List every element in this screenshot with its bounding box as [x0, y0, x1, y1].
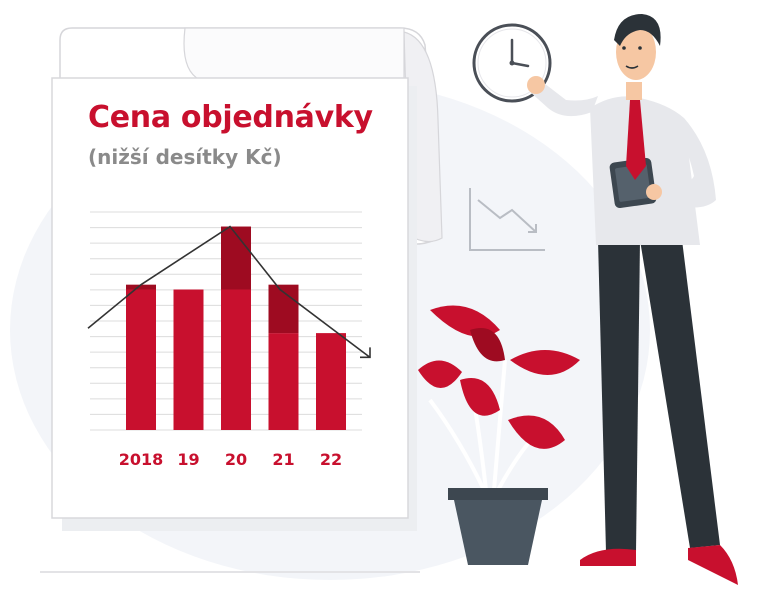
bar-2018 [126, 289, 156, 430]
bar-chart [87, 211, 371, 431]
pot-rim [448, 488, 548, 500]
plant-leaf [460, 378, 500, 416]
tie [626, 100, 646, 180]
bar-20 [221, 289, 251, 430]
bar-22 [316, 333, 346, 430]
bar-upper-2018 [126, 284, 156, 290]
hair [614, 14, 661, 46]
downtrend-chart-icon [469, 188, 545, 251]
chart-subtitle: (nižší desítky Kč) [88, 145, 282, 169]
flip-chart [51, 27, 443, 531]
presenter-man [527, 14, 738, 585]
trend-line [87, 225, 371, 358]
plant-leaf [418, 360, 462, 389]
plant-leaf [510, 350, 580, 375]
chart-bars [126, 226, 346, 430]
x-tick-label: 20 [224, 450, 248, 469]
shoe [580, 548, 636, 566]
pot [454, 500, 542, 565]
x-tick-label: 21 [272, 450, 295, 469]
potted-plant [418, 305, 580, 565]
tablet-icon [609, 157, 657, 209]
plant-leaf [508, 415, 565, 449]
chart-title: Cena objednávky [88, 100, 373, 135]
plant-leaf [470, 328, 505, 362]
shoe [688, 545, 738, 585]
x-tick-label: 19 [177, 450, 200, 469]
bar-21 [268, 333, 299, 430]
bar-upper-20 [221, 226, 251, 290]
x-tick-label: 22 [319, 450, 343, 469]
chart-trend [87, 225, 371, 359]
bar-19 [173, 289, 204, 430]
x-tick-label: 2018 [118, 450, 164, 469]
flip-chart-roll [183, 27, 405, 81]
trend-arrowhead [360, 347, 371, 359]
